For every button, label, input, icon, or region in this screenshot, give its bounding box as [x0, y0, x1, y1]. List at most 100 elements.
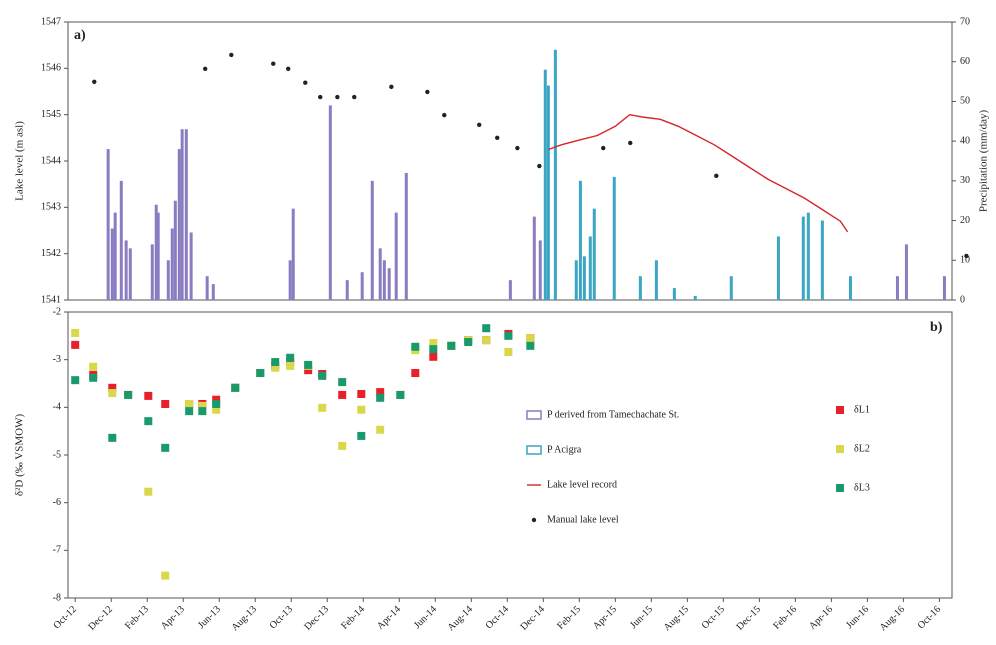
precip-bar: [801, 216, 805, 300]
precip-bar: [693, 296, 697, 300]
precip-bar: [291, 208, 295, 300]
isotope-point: [464, 338, 473, 347]
precip-bar: [672, 288, 676, 300]
isotope-point: [338, 378, 347, 387]
manual-point: [495, 135, 500, 141]
precip-bar: [387, 268, 391, 300]
y-tick-label: 1546: [41, 63, 61, 74]
y-tick-label: 1547: [41, 16, 61, 27]
isotope-point: [304, 360, 313, 369]
precip-bar: [180, 129, 184, 300]
x-tick-label: Dec-15: [735, 604, 764, 633]
y-tick-label: -2: [53, 306, 61, 317]
isotope-point: [376, 425, 385, 434]
y-tick-label: 1543: [41, 202, 61, 213]
precip-bar: [166, 260, 170, 300]
isotope-point: [89, 362, 98, 371]
x-tick-label: Apr-16: [807, 604, 835, 632]
isotope-point: [526, 341, 535, 350]
manual-point: [515, 145, 520, 151]
lake-level-line: [548, 113, 849, 233]
isotope-point: [144, 391, 153, 400]
legend-label: δL3: [854, 482, 870, 493]
precip-bar: [106, 149, 110, 300]
legend-label: δL2: [854, 443, 870, 454]
x-tick-label: Feb-13: [123, 604, 151, 632]
precip-bar: [532, 216, 536, 300]
isotope-point: [212, 395, 221, 404]
precip-bar: [654, 260, 658, 300]
legend-label: P Acigra: [547, 444, 582, 455]
manual-point: [352, 94, 357, 100]
x-tick-label: Apr-14: [375, 604, 403, 632]
x-tick-label: Aug-14: [446, 604, 475, 633]
x-tick-label: Feb-16: [771, 604, 799, 632]
y-tick-label: -5: [53, 449, 61, 460]
precip-bar: [588, 236, 592, 300]
panel-label: a): [74, 28, 86, 43]
x-tick-label: Aug-16: [878, 604, 907, 633]
x-tick-label: Oct-12: [52, 604, 79, 631]
precip-bar: [820, 220, 824, 300]
panel-label: b): [930, 320, 943, 335]
manual-point: [335, 94, 340, 100]
manual-point: [537, 163, 542, 169]
isotope-point: [447, 341, 456, 350]
isotope-point: [482, 336, 491, 345]
precip-bar: [177, 149, 181, 300]
precip-bar: [184, 129, 188, 300]
y2-tick-label: 20: [960, 215, 970, 226]
isotope-point: [271, 358, 280, 367]
legend-label: Lake level record: [547, 479, 617, 490]
x-tick-label: Aug-15: [662, 604, 691, 633]
y2-axis-label: Precipitation (mm/day): [978, 109, 990, 212]
isotope-point: [357, 389, 366, 398]
x-tick-label: Jun-14: [412, 604, 439, 631]
y-tick-label: 1545: [41, 109, 61, 120]
x-tick-label: Oct-16: [916, 604, 943, 631]
y-axis-label: Lake level (m asl): [14, 121, 26, 201]
y2-tick-label: 0: [960, 294, 965, 305]
precip-bar: [119, 180, 123, 300]
precip-bar: [546, 85, 550, 301]
y2-tick-label: 40: [960, 135, 970, 146]
isotope-point: [231, 383, 240, 392]
isotope-point: [89, 373, 98, 382]
plot-frame: [67, 21, 953, 301]
isotope-point: [185, 407, 194, 416]
isotope-point: [304, 366, 313, 375]
precip-bar: [128, 248, 132, 300]
legend-swatch: [531, 517, 537, 523]
legend-label: Manual lake level: [547, 514, 619, 525]
precip-bar: [378, 248, 382, 300]
isotope-point: [286, 353, 295, 362]
x-tick-label: Dec-12: [86, 604, 115, 633]
y2-tick-label: 30: [960, 175, 970, 186]
isotope-point: [338, 390, 347, 399]
precip-bar: [904, 244, 908, 300]
precip-bar: [508, 280, 512, 300]
legend-swatch: [836, 484, 844, 492]
precip-bar: [848, 276, 852, 300]
manual-point: [92, 79, 97, 84]
y2-tick-label: 70: [960, 16, 970, 27]
isotope-point: [271, 363, 280, 372]
isotope-point: [338, 441, 347, 450]
isotope-point: [526, 334, 535, 343]
precip-bar: [638, 276, 642, 300]
isotope-point: [124, 390, 133, 399]
x-tick-label: Feb-15: [555, 604, 583, 632]
precip-bar: [578, 180, 582, 300]
precip-bar: [156, 212, 160, 300]
isotope-point: [429, 352, 438, 361]
legend-swatch: [836, 406, 844, 414]
x-tick-label: Aug-13: [230, 604, 259, 633]
x-tick-label: Dec-14: [518, 604, 547, 633]
precip-bar: [538, 240, 542, 300]
isotope-point: [286, 361, 295, 370]
isotope-point: [108, 383, 117, 392]
precip-bar: [394, 212, 398, 300]
precip-bar: [170, 228, 174, 300]
precip-bar: [543, 69, 547, 301]
